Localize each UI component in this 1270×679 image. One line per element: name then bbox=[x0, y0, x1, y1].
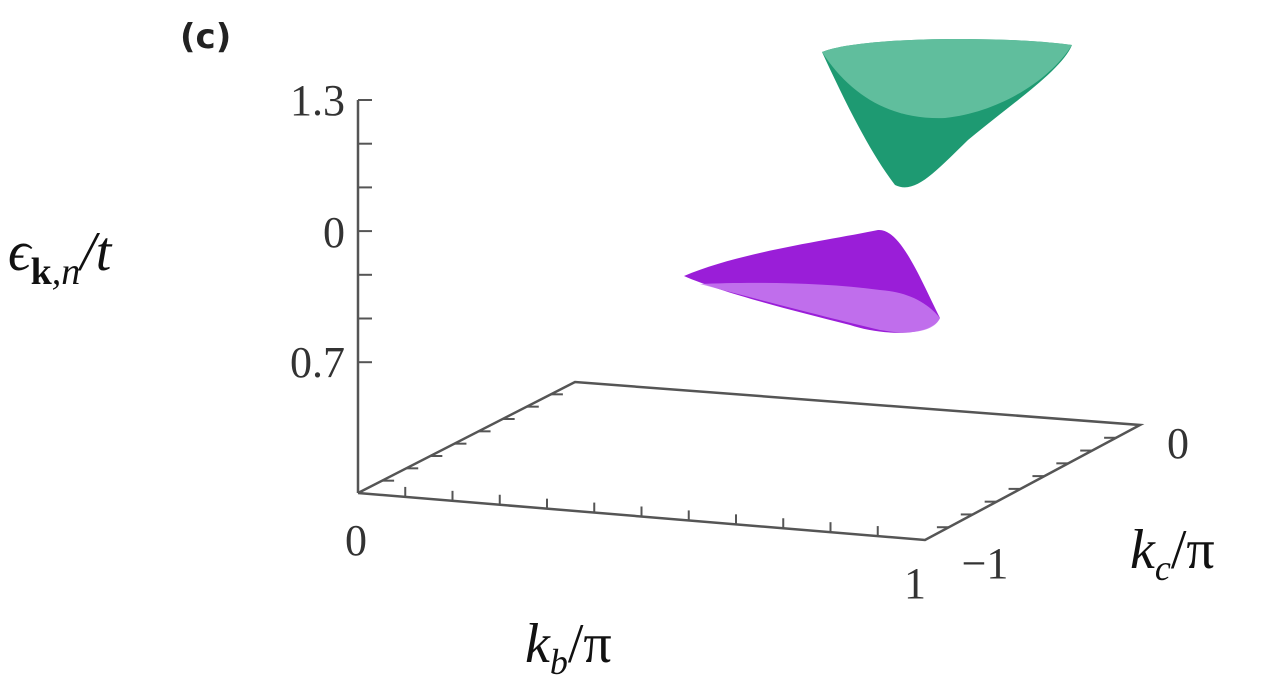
axes-frame bbox=[356, 100, 1145, 542]
z-tick-label: 0 bbox=[323, 208, 345, 257]
floor bbox=[357, 380, 1145, 542]
y-label-suffix: /π bbox=[1171, 519, 1215, 581]
z-label-subscript-rest: ,n bbox=[52, 251, 81, 293]
x-tick-label: 1 bbox=[904, 559, 926, 608]
surfaces bbox=[684, 38, 1072, 333]
z-label-subscript: k bbox=[31, 251, 53, 293]
panel-label: (c) bbox=[180, 17, 231, 57]
y-tick-label: 0 bbox=[1167, 419, 1189, 468]
y-axis-label: kc/π bbox=[1130, 519, 1215, 588]
x-tick-label: 0 bbox=[345, 516, 367, 565]
z-tick-label: 0.7 bbox=[290, 338, 345, 387]
x-label-suffix: /π bbox=[568, 613, 612, 675]
surface-highlight bbox=[700, 282, 940, 333]
x-label-subscript: b bbox=[550, 642, 568, 679]
z-axis-label: ϵk,n/t bbox=[8, 221, 113, 293]
z-label-suffix: /t bbox=[77, 221, 113, 283]
x-axis-label: kb/π bbox=[525, 613, 612, 679]
x-label-symbol: k bbox=[525, 613, 551, 675]
minor-ticks bbox=[358, 99, 1117, 537]
y-tick-label: −1 bbox=[962, 539, 1009, 588]
z-label-symbol: ϵ bbox=[8, 221, 33, 283]
y-label-symbol: k bbox=[1130, 519, 1156, 581]
y-label-subscript: c bbox=[1155, 548, 1171, 588]
z-tick-label: 1.3 bbox=[290, 76, 345, 125]
surface-highlight bbox=[822, 38, 1072, 119]
